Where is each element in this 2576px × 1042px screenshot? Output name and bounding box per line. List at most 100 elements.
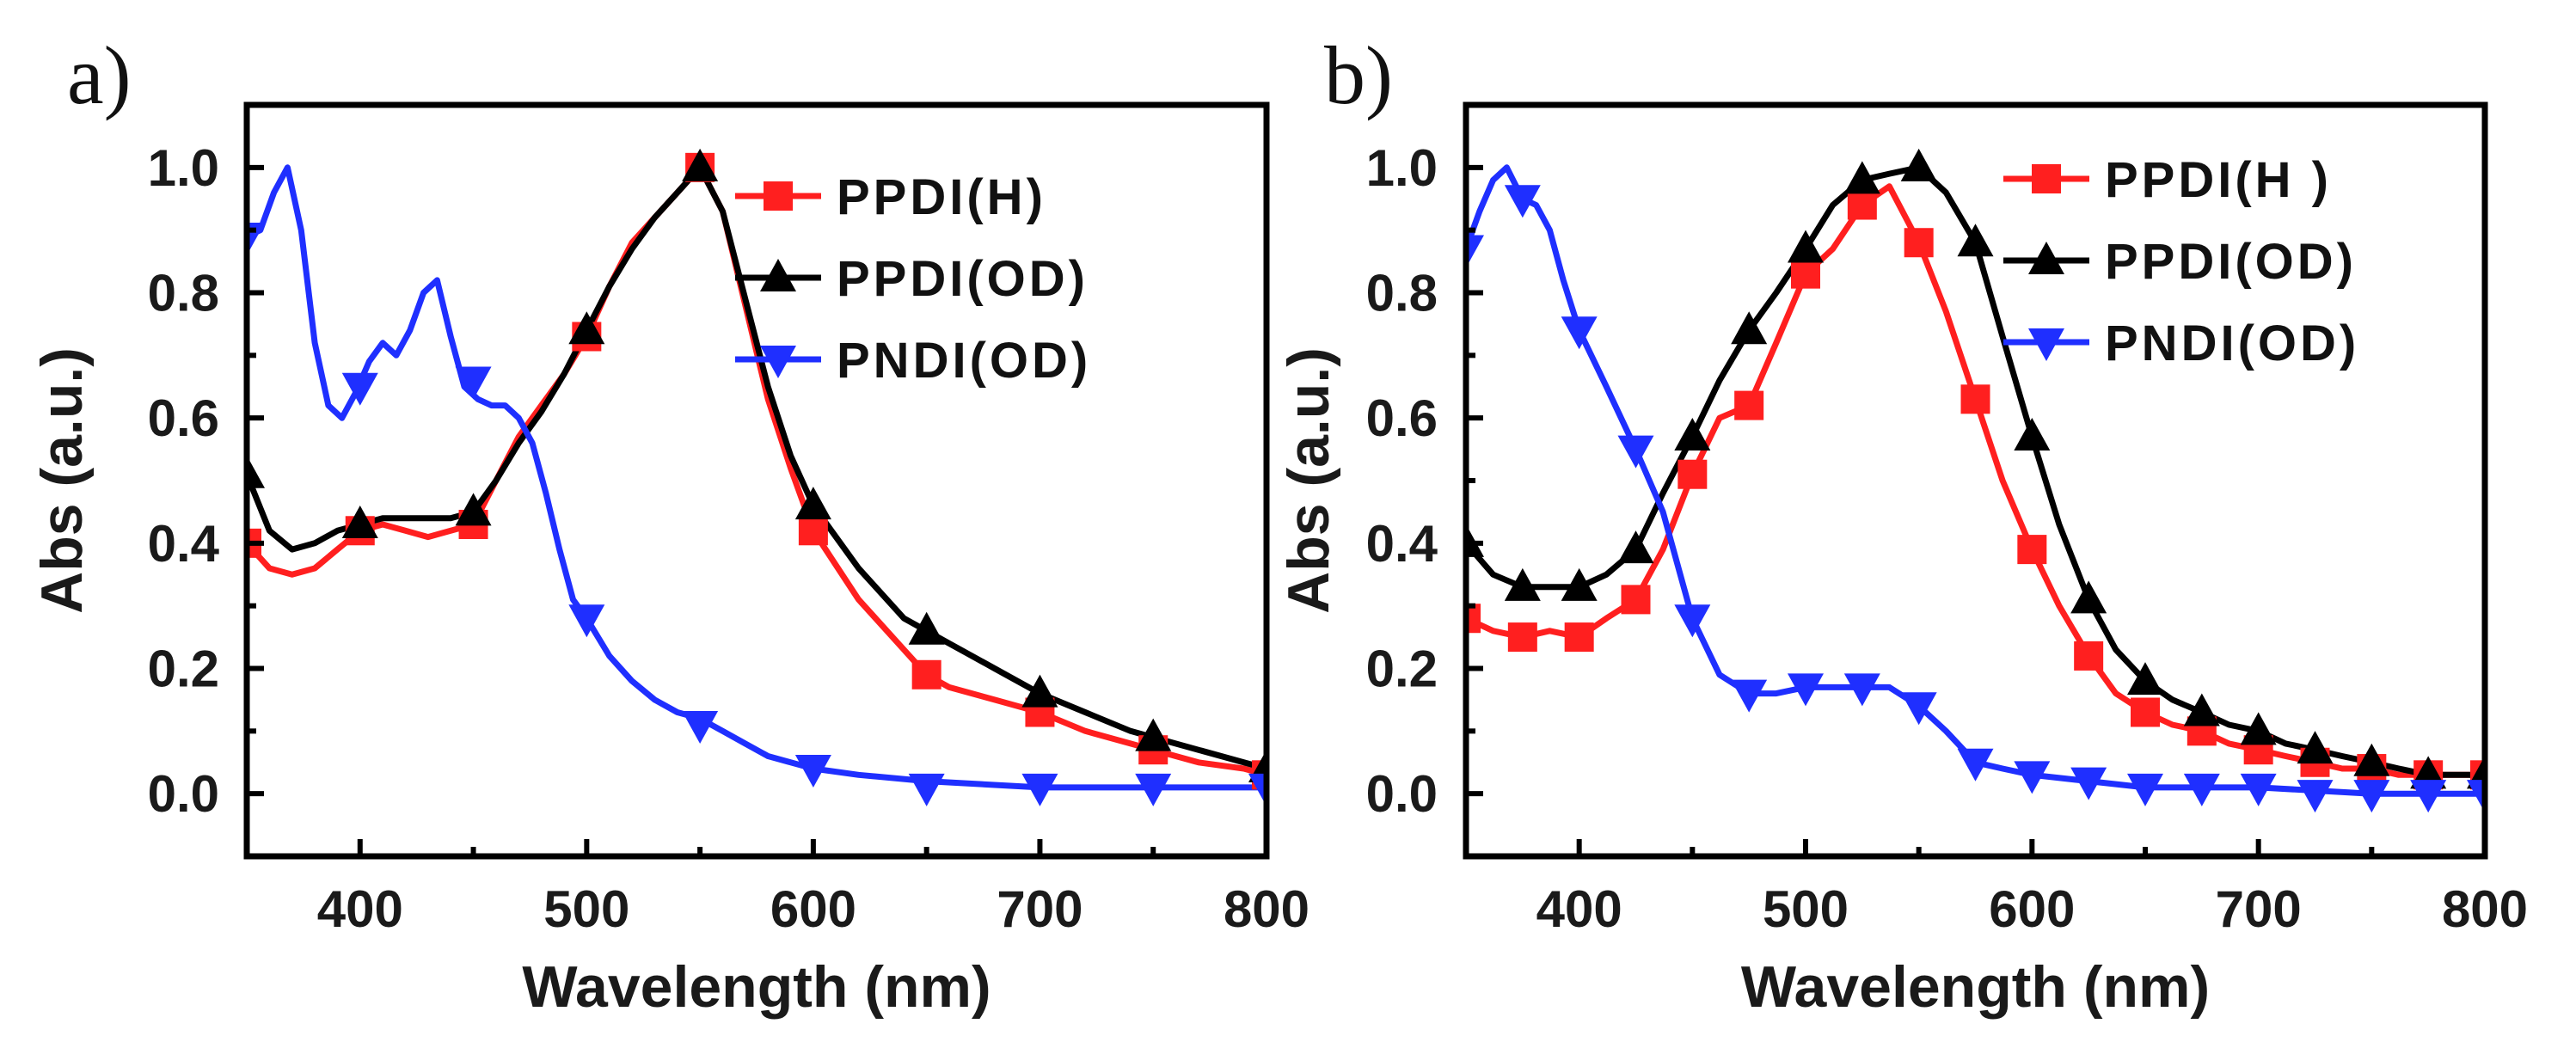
data-point: [1674, 418, 1711, 451]
data-point: [455, 366, 492, 400]
data-point: [2240, 712, 2277, 745]
plot-frame: [1463, 101, 2488, 860]
x-tick-label: 700: [997, 880, 1083, 938]
data-point: [1504, 185, 1541, 218]
data-point: [2070, 580, 2107, 614]
y-tick-label: 0.8: [1366, 265, 1438, 322]
data-point: [682, 711, 719, 745]
data-point: [341, 505, 378, 538]
plot-frame: [243, 101, 1270, 860]
data-point: [794, 755, 831, 788]
legend-marker: [2028, 328, 2064, 361]
data-point: [2353, 780, 2390, 813]
legend: PPDI(H) PPDI(OD) PNDI(OD): [735, 169, 1091, 389]
data-point: [1466, 235, 1484, 268]
y-axis-title: Abs (a.u.): [1276, 347, 1341, 614]
data-point: [1021, 674, 1058, 708]
data-point: [2183, 773, 2220, 806]
series-line-pndi-od: [247, 164, 1267, 791]
x-tick-label: 500: [543, 880, 629, 938]
data-point: [2467, 780, 2485, 813]
data-point: [1617, 435, 1654, 469]
data-point: [1788, 230, 1824, 263]
data-point: [911, 659, 941, 690]
data-point: [1466, 604, 1481, 634]
y-tick-label: 1.0: [148, 139, 219, 197]
data-point: [1847, 190, 1877, 220]
data-point: [1791, 259, 1820, 289]
x-tick-label: 500: [1763, 880, 1849, 938]
data-point: [1843, 161, 1880, 194]
y-tick-label: 0.6: [1366, 389, 1438, 447]
data-point: [2410, 780, 2447, 813]
y-axis-title: Abs (a.u.): [29, 347, 95, 614]
data-point: [1677, 459, 1708, 489]
data-point: [2131, 697, 2160, 727]
x-tick-label: 800: [1224, 880, 1309, 938]
data-point: [1957, 224, 1994, 257]
panel-b: b) 400 500 600 700 800 0.0 0.2 0.4 0.6 0.8 1.0 Wavel…: [1276, 29, 2528, 1020]
y-tick-label: 0.6: [148, 389, 219, 447]
data-point: [2297, 780, 2334, 813]
x-tick-label: 400: [317, 880, 403, 938]
legend-label: PPDI(OD): [2105, 234, 2357, 290]
data-point: [1731, 311, 1768, 345]
x-axis-title: Wavelength (nm): [522, 954, 991, 1020]
data-point: [455, 493, 492, 526]
legend-marker: [2032, 164, 2061, 193]
data-point: [908, 773, 945, 806]
data-point: [1248, 773, 1267, 806]
data-point: [2070, 767, 2107, 800]
y-tick-label: 0.8: [148, 265, 219, 322]
data-point: [1734, 390, 1764, 420]
data-point: [1674, 604, 1711, 638]
y-tick-label: 0.0: [148, 765, 219, 823]
data-point: [794, 487, 831, 520]
data-point: [568, 311, 605, 345]
data-point: [341, 372, 378, 406]
data-point: [2127, 773, 2163, 806]
y-tick-label: 0.4: [148, 515, 220, 573]
y-tick-label: 0.2: [148, 641, 219, 698]
data-point: [1957, 748, 1994, 782]
y-tick-label: 0.4: [1366, 515, 1438, 573]
data-point: [2127, 662, 2163, 696]
legend-marker: [764, 181, 793, 211]
legend-label: PNDI(OD): [837, 333, 1091, 389]
panel-label: a): [67, 29, 132, 121]
legend-label: PPDI(H ): [2105, 152, 2332, 208]
data-point: [2014, 761, 2051, 794]
data-point: [2240, 773, 2277, 806]
legend: PPDI(H ) PPDI(OD) PNDI(OD): [2003, 152, 2357, 371]
y-tick-label: 1.0: [1366, 139, 1438, 197]
data-point: [1507, 622, 1537, 653]
series-line-ppdi-od: [247, 164, 1267, 772]
x-tick-label: 700: [2216, 880, 2302, 938]
y-tick-label: 0.0: [1366, 765, 1438, 823]
legend-marker: [760, 259, 796, 291]
series-line-ppdi-h: [247, 164, 1267, 778]
legend-marker: [2028, 242, 2064, 274]
x-tick-label: 400: [1536, 880, 1622, 938]
x-tick-label: 800: [2442, 880, 2528, 938]
data-point: [1960, 384, 1990, 414]
data-point: [682, 148, 719, 181]
data-point: [1135, 718, 1172, 751]
data-point: [1561, 567, 1598, 601]
data-point: [1900, 692, 1937, 726]
data-point: [1621, 585, 1651, 615]
data-point: [1900, 148, 1937, 181]
data-point: [2074, 641, 2104, 671]
data-point: [1021, 773, 1058, 806]
data-point: [1561, 316, 1598, 350]
data-point: [1564, 622, 1594, 653]
legend-label: PPDI(OD): [837, 251, 1089, 307]
x-axis-title: Wavelength (nm): [1741, 954, 2210, 1020]
legend-marker: [760, 346, 796, 378]
y-tick-label: 0.2: [1366, 641, 1438, 698]
data-point: [1788, 673, 1824, 707]
data-point: [1731, 679, 1768, 713]
data-point: [798, 516, 828, 546]
data-point: [1135, 773, 1172, 806]
